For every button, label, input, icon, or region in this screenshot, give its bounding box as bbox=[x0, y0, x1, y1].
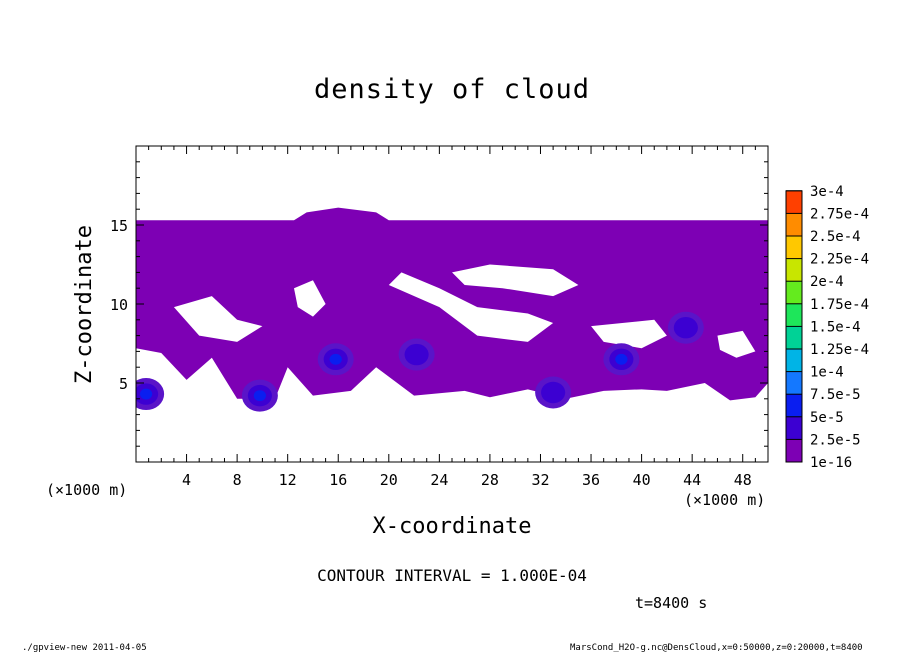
clear-region bbox=[452, 264, 579, 297]
x-axis-label: X-coordinate bbox=[372, 514, 532, 539]
colorbar-swatch bbox=[786, 190, 802, 214]
clear-region bbox=[173, 296, 263, 342]
colorbar-swatch bbox=[786, 371, 802, 395]
x-tick-label: 16 bbox=[329, 471, 347, 489]
clear-region bbox=[388, 272, 554, 342]
colorbar-swatch bbox=[786, 439, 802, 462]
cloud-core bbox=[329, 353, 342, 365]
cloud-core bbox=[673, 316, 698, 339]
y-tick-label: 10 bbox=[110, 296, 128, 314]
time-label: t=8400 s bbox=[635, 594, 708, 612]
cloud-core bbox=[253, 390, 266, 402]
footer-left: ./gpview-new 2011-04-05 bbox=[22, 643, 147, 653]
colorbar-swatch bbox=[786, 326, 802, 349]
clear-region bbox=[591, 319, 667, 349]
colorbar-label: 2.25e-4 bbox=[810, 252, 869, 268]
colorbar-swatch bbox=[786, 258, 802, 282]
colorbar-label: 1.75e-4 bbox=[810, 297, 869, 313]
cloud-core bbox=[541, 381, 566, 404]
clear-region bbox=[294, 280, 326, 317]
colorbar-swatch bbox=[786, 394, 802, 417]
x-tick-label: 44 bbox=[683, 471, 701, 489]
y-tick-label: 15 bbox=[110, 217, 128, 235]
x-tick-label: 36 bbox=[582, 471, 600, 489]
colorbar-label: 2.75e-4 bbox=[810, 206, 869, 222]
colorbar-swatch bbox=[786, 213, 802, 236]
colorbar-label: 1e-4 bbox=[810, 365, 844, 381]
footer-right: MarsCond_H2O-g.nc@DensCloud,x=0:50000,z=… bbox=[570, 643, 863, 653]
x-tick-label: 20 bbox=[380, 471, 398, 489]
colorbar-label: 2.5e-5 bbox=[810, 432, 861, 448]
colorbar-swatch bbox=[786, 236, 802, 259]
colorbar-label: 2.5e-4 bbox=[810, 229, 861, 245]
colorbar-label: 1.5e-4 bbox=[810, 319, 861, 335]
x-tick-label: 4 bbox=[182, 471, 191, 489]
x-tick-label: 24 bbox=[430, 471, 448, 489]
colorbar-swatch bbox=[786, 416, 802, 440]
cloud-core bbox=[404, 343, 429, 366]
y-unit-label: (×1000 m) bbox=[46, 481, 128, 499]
x-tick-label: 8 bbox=[233, 471, 242, 489]
contour-interval: CONTOUR INTERVAL = 1.000E-04 bbox=[317, 566, 587, 585]
y-tick-label: 5 bbox=[119, 375, 128, 393]
x-tick-label: 32 bbox=[531, 471, 549, 489]
density-field bbox=[136, 207, 768, 412]
colorbar: 1e-16 2.5e-5 5e-5 7.5e-5 1e-4 1.25e-4 1.5e-4 1.… bbox=[785, 184, 869, 471]
clear-region bbox=[717, 330, 756, 358]
x-tick-label: 12 bbox=[279, 471, 297, 489]
colorbar-swatch bbox=[786, 281, 802, 304]
colorbar-label: 5e-5 bbox=[810, 410, 844, 426]
colorbar-swatch bbox=[786, 349, 802, 372]
x-tick-label: 40 bbox=[633, 471, 651, 489]
x-unit-label: (×1000 m) bbox=[684, 491, 766, 509]
x-tick-label: 48 bbox=[734, 471, 752, 489]
colorbar-label: 7.5e-5 bbox=[810, 387, 861, 403]
chart-title: density of cloud bbox=[313, 74, 591, 105]
colorbar-label: 2e-4 bbox=[810, 274, 844, 290]
colorbar-label: 1.25e-4 bbox=[810, 342, 869, 358]
colorbar-label: 1e-16 bbox=[810, 455, 852, 471]
x-tick-label: 28 bbox=[481, 471, 499, 489]
colorbar-swatch bbox=[786, 303, 802, 327]
cloud-core bbox=[139, 388, 153, 400]
cloud-core bbox=[615, 353, 628, 365]
colorbar-label: 3e-4 bbox=[810, 184, 844, 200]
